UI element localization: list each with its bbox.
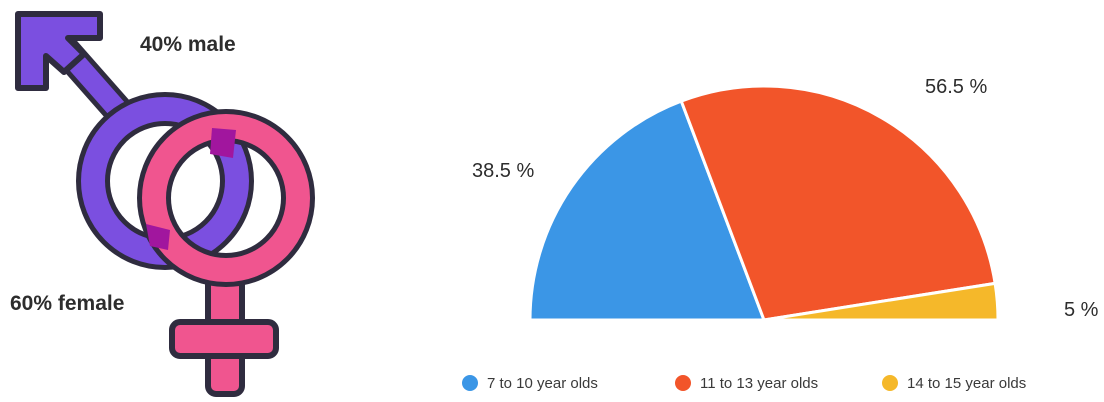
legend-swatch-1 [462,375,478,391]
legend-item-3: 14 to 15 year olds [882,375,1026,392]
overlap-accent-top [210,128,236,158]
pie-slice-1 [528,99,767,322]
pie-value-label-1: 38.5 % [472,160,534,182]
female-percentage-label: 60% female [10,292,125,315]
legend-label-1: 7 to 10 year olds [487,375,598,392]
pie-slice-2 [679,84,997,322]
pie-value-label-2: 56.5 % [925,76,987,98]
male-percentage-label: 40% male [140,33,236,56]
legend-label-3: 14 to 15 year olds [907,375,1026,392]
legend-swatch-2 [675,375,691,391]
chart-legend: 7 to 10 year olds 11 to 13 year olds 14 to… [462,375,1026,392]
pie-slices [528,84,1000,322]
legend-label-2: 11 to 13 year olds [700,375,818,392]
female-symbol-icon [137,109,315,397]
legend-swatch-3 [882,375,898,391]
legend-item-2: 11 to 13 year olds [675,375,818,392]
pie-slice-3 [763,281,1000,322]
gender-symbols-icon [15,11,315,397]
pie-value-label-3: 5 % [1064,299,1099,321]
overlap-accent-bottom [146,224,170,250]
legend-item-1: 7 to 10 year olds [462,375,598,392]
pie-value-labels: 38.5 % 56.5 % 5 % [472,76,1099,321]
